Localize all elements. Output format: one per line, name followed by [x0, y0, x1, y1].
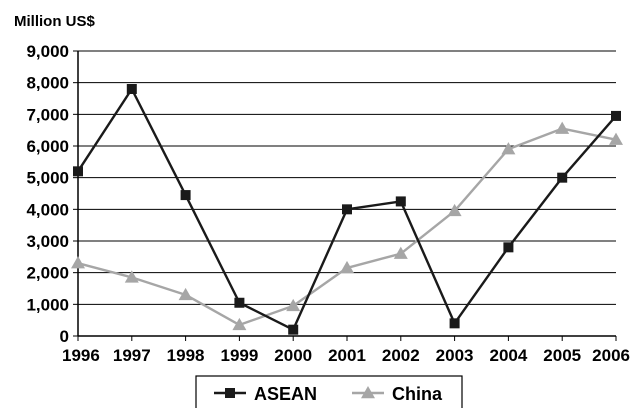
data-point-asean: [611, 110, 621, 121]
data-point-china: [124, 270, 139, 283]
data-point-china: [286, 298, 301, 312]
x-tick-label: 1997: [113, 346, 151, 365]
series-asean: [73, 84, 621, 335]
y-axis-unit-label: Million US$: [14, 13, 95, 30]
y-axis-ticks: 0 1,000 2,000 3,000 4,000 5,000 6,000 7,000 8,00…: [26, 42, 78, 346]
data-point-china: [178, 287, 193, 301]
x-tick-label: 2002: [382, 346, 420, 365]
data-point-asean: [557, 172, 568, 183]
x-tick-label: 2004: [489, 346, 527, 365]
x-tick-label: 2000: [274, 346, 312, 365]
legend-swatch-marker-china: [361, 386, 375, 399]
x-tick-label: 2001: [328, 346, 366, 365]
y-tick-label: 8,000: [26, 74, 69, 93]
data-point-china: [609, 132, 623, 145]
data-point-asean: [342, 204, 352, 215]
series-china: [71, 121, 623, 331]
x-tick-label: 2005: [543, 346, 581, 365]
x-tick-label: 1996: [62, 346, 100, 365]
data-point-asean: [73, 166, 83, 177]
x-tick-label: 1998: [167, 346, 205, 365]
data-point-china: [232, 317, 247, 331]
data-point-asean: [449, 318, 460, 329]
x-tick-label: 2003: [436, 346, 474, 365]
data-point-asean: [288, 324, 299, 335]
y-tick-label: 5,000: [26, 169, 69, 188]
series-layer: [71, 84, 623, 335]
y-tick-label: 4,000: [26, 200, 69, 219]
legend-item-china: China: [352, 384, 443, 404]
y-tick-label: 7,000: [26, 105, 69, 124]
data-point-china: [393, 246, 408, 259]
data-point-china: [555, 121, 570, 134]
y-tick-label: 9,000: [26, 42, 69, 61]
legend-item-asean: ASEAN: [214, 384, 317, 404]
data-point-asean: [180, 190, 191, 201]
gridlines: [78, 50, 616, 305]
data-point-asean: [395, 196, 406, 207]
legend-label-china: China: [392, 384, 443, 404]
data-point-asean: [234, 297, 245, 308]
y-tick-label: 0: [60, 327, 69, 346]
legend-label-asean: ASEAN: [254, 384, 317, 404]
data-point-asean: [503, 242, 514, 253]
x-axis-ticks: 1996 1997 1998 1999 2000 2001 2002 2003 2004 2005…: [62, 336, 630, 365]
x-tick-label: 2006: [592, 346, 630, 365]
y-tick-label: 1,000: [26, 295, 69, 314]
data-point-china: [501, 142, 516, 155]
y-tick-label: 6,000: [26, 137, 69, 156]
y-tick-label: 3,000: [26, 232, 69, 251]
data-point-asean: [126, 84, 137, 94]
x-tick-label: 1999: [220, 346, 258, 365]
data-point-china: [71, 256, 85, 269]
series-line-china: [77, 127, 617, 327]
y-tick-label: 2,000: [26, 264, 69, 283]
data-point-china: [340, 260, 354, 274]
legend-swatch-marker-asean: [225, 388, 235, 398]
legend: ASEAN China: [195, 375, 463, 408]
data-point-china: [447, 203, 462, 217]
